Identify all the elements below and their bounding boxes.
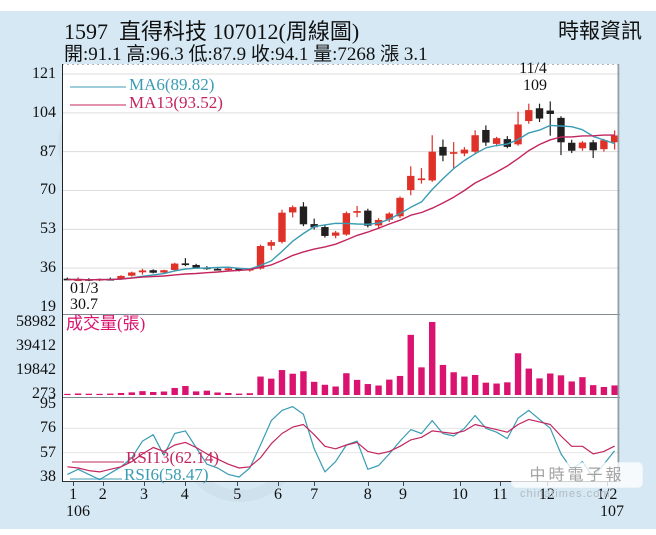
month-label: 2 (98, 486, 107, 503)
volume-legend-label: 成交量(張) (66, 314, 146, 333)
price-tick-label: 70 (40, 181, 56, 199)
month-label: 1 (69, 486, 78, 503)
ma6-legend-swatch (70, 86, 126, 88)
price-tick-label: 87 (40, 142, 56, 160)
top-margin (0, 0, 656, 11)
ma13-legend-swatch (70, 104, 126, 106)
price-tick-label: 36 (40, 259, 56, 277)
volume-tick-label: 39412 (16, 337, 56, 354)
month-label: 11 (492, 486, 508, 503)
ma13-legend-label: MA13(93.52) (129, 93, 223, 112)
rsi-tick-label: 38 (40, 467, 56, 485)
bottom-margin (0, 529, 656, 535)
month-label: 8 (363, 486, 372, 503)
month-tick (184, 482, 186, 486)
rsi6-legend-swatch (70, 478, 122, 480)
month-tick (314, 482, 316, 486)
month-tick (144, 482, 146, 486)
month-label: 6 (273, 486, 282, 503)
month-label: 7 (310, 486, 319, 503)
ohlc-stats-line: 開:91.1 高:96.3 低:87.9 收:94.1 量:7268 漲 3.1 (64, 44, 428, 65)
rsi-tick-label: 57 (40, 443, 56, 461)
rsi13-legend-label: RSI13(62.14) (126, 448, 220, 467)
data-source-label: 時報資訊 (558, 19, 642, 43)
month-tick (367, 482, 369, 486)
month-label: 4 (180, 486, 189, 503)
month-tick (402, 482, 404, 486)
rsi6-legend-label: RSI6(58.47) (124, 465, 209, 484)
month-label: 10 (451, 486, 468, 503)
low-date-annotation: 01/3 (70, 280, 99, 297)
candles (63, 101, 619, 282)
year-end-label: 107 (600, 503, 624, 520)
site-watermark-brand: 中時電子報 (512, 463, 642, 487)
price-tick-label: 121 (32, 65, 56, 82)
month-label: 1/2 (596, 486, 618, 503)
month-label: 12 (538, 486, 555, 503)
rsi13-line (67, 418, 615, 473)
month-tick (277, 482, 279, 486)
chart-title: 1597 直得科技 107012(周線圖) (64, 19, 360, 44)
rsi-tick-label: 76 (40, 419, 56, 437)
low-price-annotation: 30.7 (70, 296, 98, 313)
month-tick (500, 482, 502, 486)
ma13-line (67, 134, 615, 281)
month-tick (459, 482, 461, 486)
rsi13-legend-swatch (72, 461, 124, 463)
volume-tick-label: 273 (32, 385, 56, 402)
chart-canvas (62, 64, 620, 482)
month-label: 5 (233, 486, 242, 503)
ma6-line (67, 124, 615, 281)
volume-bars (64, 322, 618, 396)
month-tick (237, 482, 239, 486)
price-tick-label: 19 (40, 297, 56, 315)
high-date-annotation: 11/4 (519, 60, 547, 77)
month-label: 9 (398, 486, 407, 503)
month-tick (102, 482, 104, 486)
price-tick-label: 53 (40, 220, 56, 238)
month-tick (73, 482, 75, 486)
month-label: 3 (140, 486, 149, 503)
rsi-tick-label: 95 (40, 395, 56, 412)
price-tick-label: 104 (32, 103, 56, 121)
site-watermark-url: chinatimes.com (520, 488, 611, 500)
high-price-annotation: 109 (523, 77, 547, 94)
year-start-label: 106 (66, 503, 90, 520)
volume-tick-label: 58982 (16, 313, 56, 330)
volume-tick-label: 19842 (16, 361, 56, 378)
rsi6-line (67, 406, 616, 481)
plot-area (62, 64, 620, 482)
ma6-legend-label: MA6(89.82) (129, 75, 215, 94)
